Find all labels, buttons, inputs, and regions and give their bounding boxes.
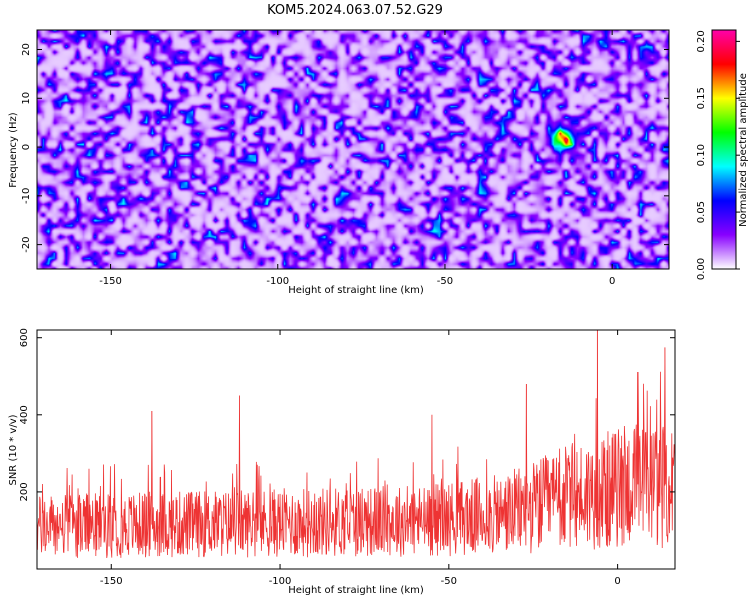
heatmap-x-axis-label: Height of straight line (km) bbox=[288, 285, 424, 296]
heatmap-y-tick-label: -10 bbox=[21, 188, 32, 204]
colorbar-ticks: 0.00 0.05 0.10 0.15 0.20 bbox=[696, 30, 740, 280]
line-x-tick-label: -100 bbox=[269, 576, 292, 587]
line-x-axis: -150 -100 -50 0 bbox=[100, 330, 621, 587]
line-y-tick-label: 200 bbox=[19, 482, 30, 501]
line-x-tick-label: 0 bbox=[614, 576, 620, 587]
heatmap-y-axis-label: Frequency (Hz) bbox=[8, 112, 19, 188]
snr-series-line bbox=[37, 330, 675, 558]
line-y-tick-label: 400 bbox=[19, 405, 30, 424]
line-panel: -150 -100 -50 0 200 400 600 Height of straigh… bbox=[8, 328, 676, 596]
line-frame bbox=[36, 329, 676, 570]
heatmap-y-tick-label: 20 bbox=[21, 43, 32, 56]
colorbar: 0.00 0.05 0.10 0.15 0.20 Normalized spectral… bbox=[696, 29, 749, 280]
colorbar-tick-label: 0.05 bbox=[696, 201, 707, 223]
heatmap-x-axis: -150 -100 -50 0 bbox=[99, 30, 615, 287]
line-y-axis: 200 400 600 bbox=[19, 328, 675, 501]
chart-title: KOM5.2024.063.07.52.G29 bbox=[267, 3, 443, 18]
heatmap-y-axis: -20 -10 0 10 20 bbox=[21, 43, 669, 253]
line-x-axis-label: Height of straight line (km) bbox=[288, 585, 424, 596]
heatmap-y-tick-label: 0 bbox=[21, 144, 32, 150]
colorbar-tick-label: 0.20 bbox=[696, 30, 707, 52]
line-y-axis-label: SNR (10 * v/v) bbox=[8, 414, 19, 485]
heatmap-x-tick-label: -150 bbox=[99, 276, 122, 287]
heatmap-frame bbox=[36, 29, 670, 270]
colorbar-tick-label: 0.00 bbox=[696, 258, 707, 280]
colorbar-gradient bbox=[711, 29, 737, 270]
colorbar-label: Normalized spectral amplitude bbox=[738, 73, 749, 227]
heatmap-x-tick-label: 0 bbox=[609, 276, 615, 287]
heatmap-y-tick-label: 10 bbox=[21, 92, 32, 105]
colorbar-tick-label: 0.15 bbox=[696, 87, 707, 109]
heatmap-x-tick-label: -50 bbox=[437, 276, 453, 287]
heatmap-image bbox=[37, 30, 669, 269]
line-y-tick-label: 600 bbox=[19, 328, 30, 347]
line-x-tick-label: -50 bbox=[441, 576, 457, 587]
heatmap-x-tick-label: -100 bbox=[266, 276, 289, 287]
heatmap-y-tick-label: -20 bbox=[21, 236, 32, 252]
line-x-tick-label: -150 bbox=[100, 576, 123, 587]
colorbar-tick-label: 0.10 bbox=[696, 144, 707, 166]
